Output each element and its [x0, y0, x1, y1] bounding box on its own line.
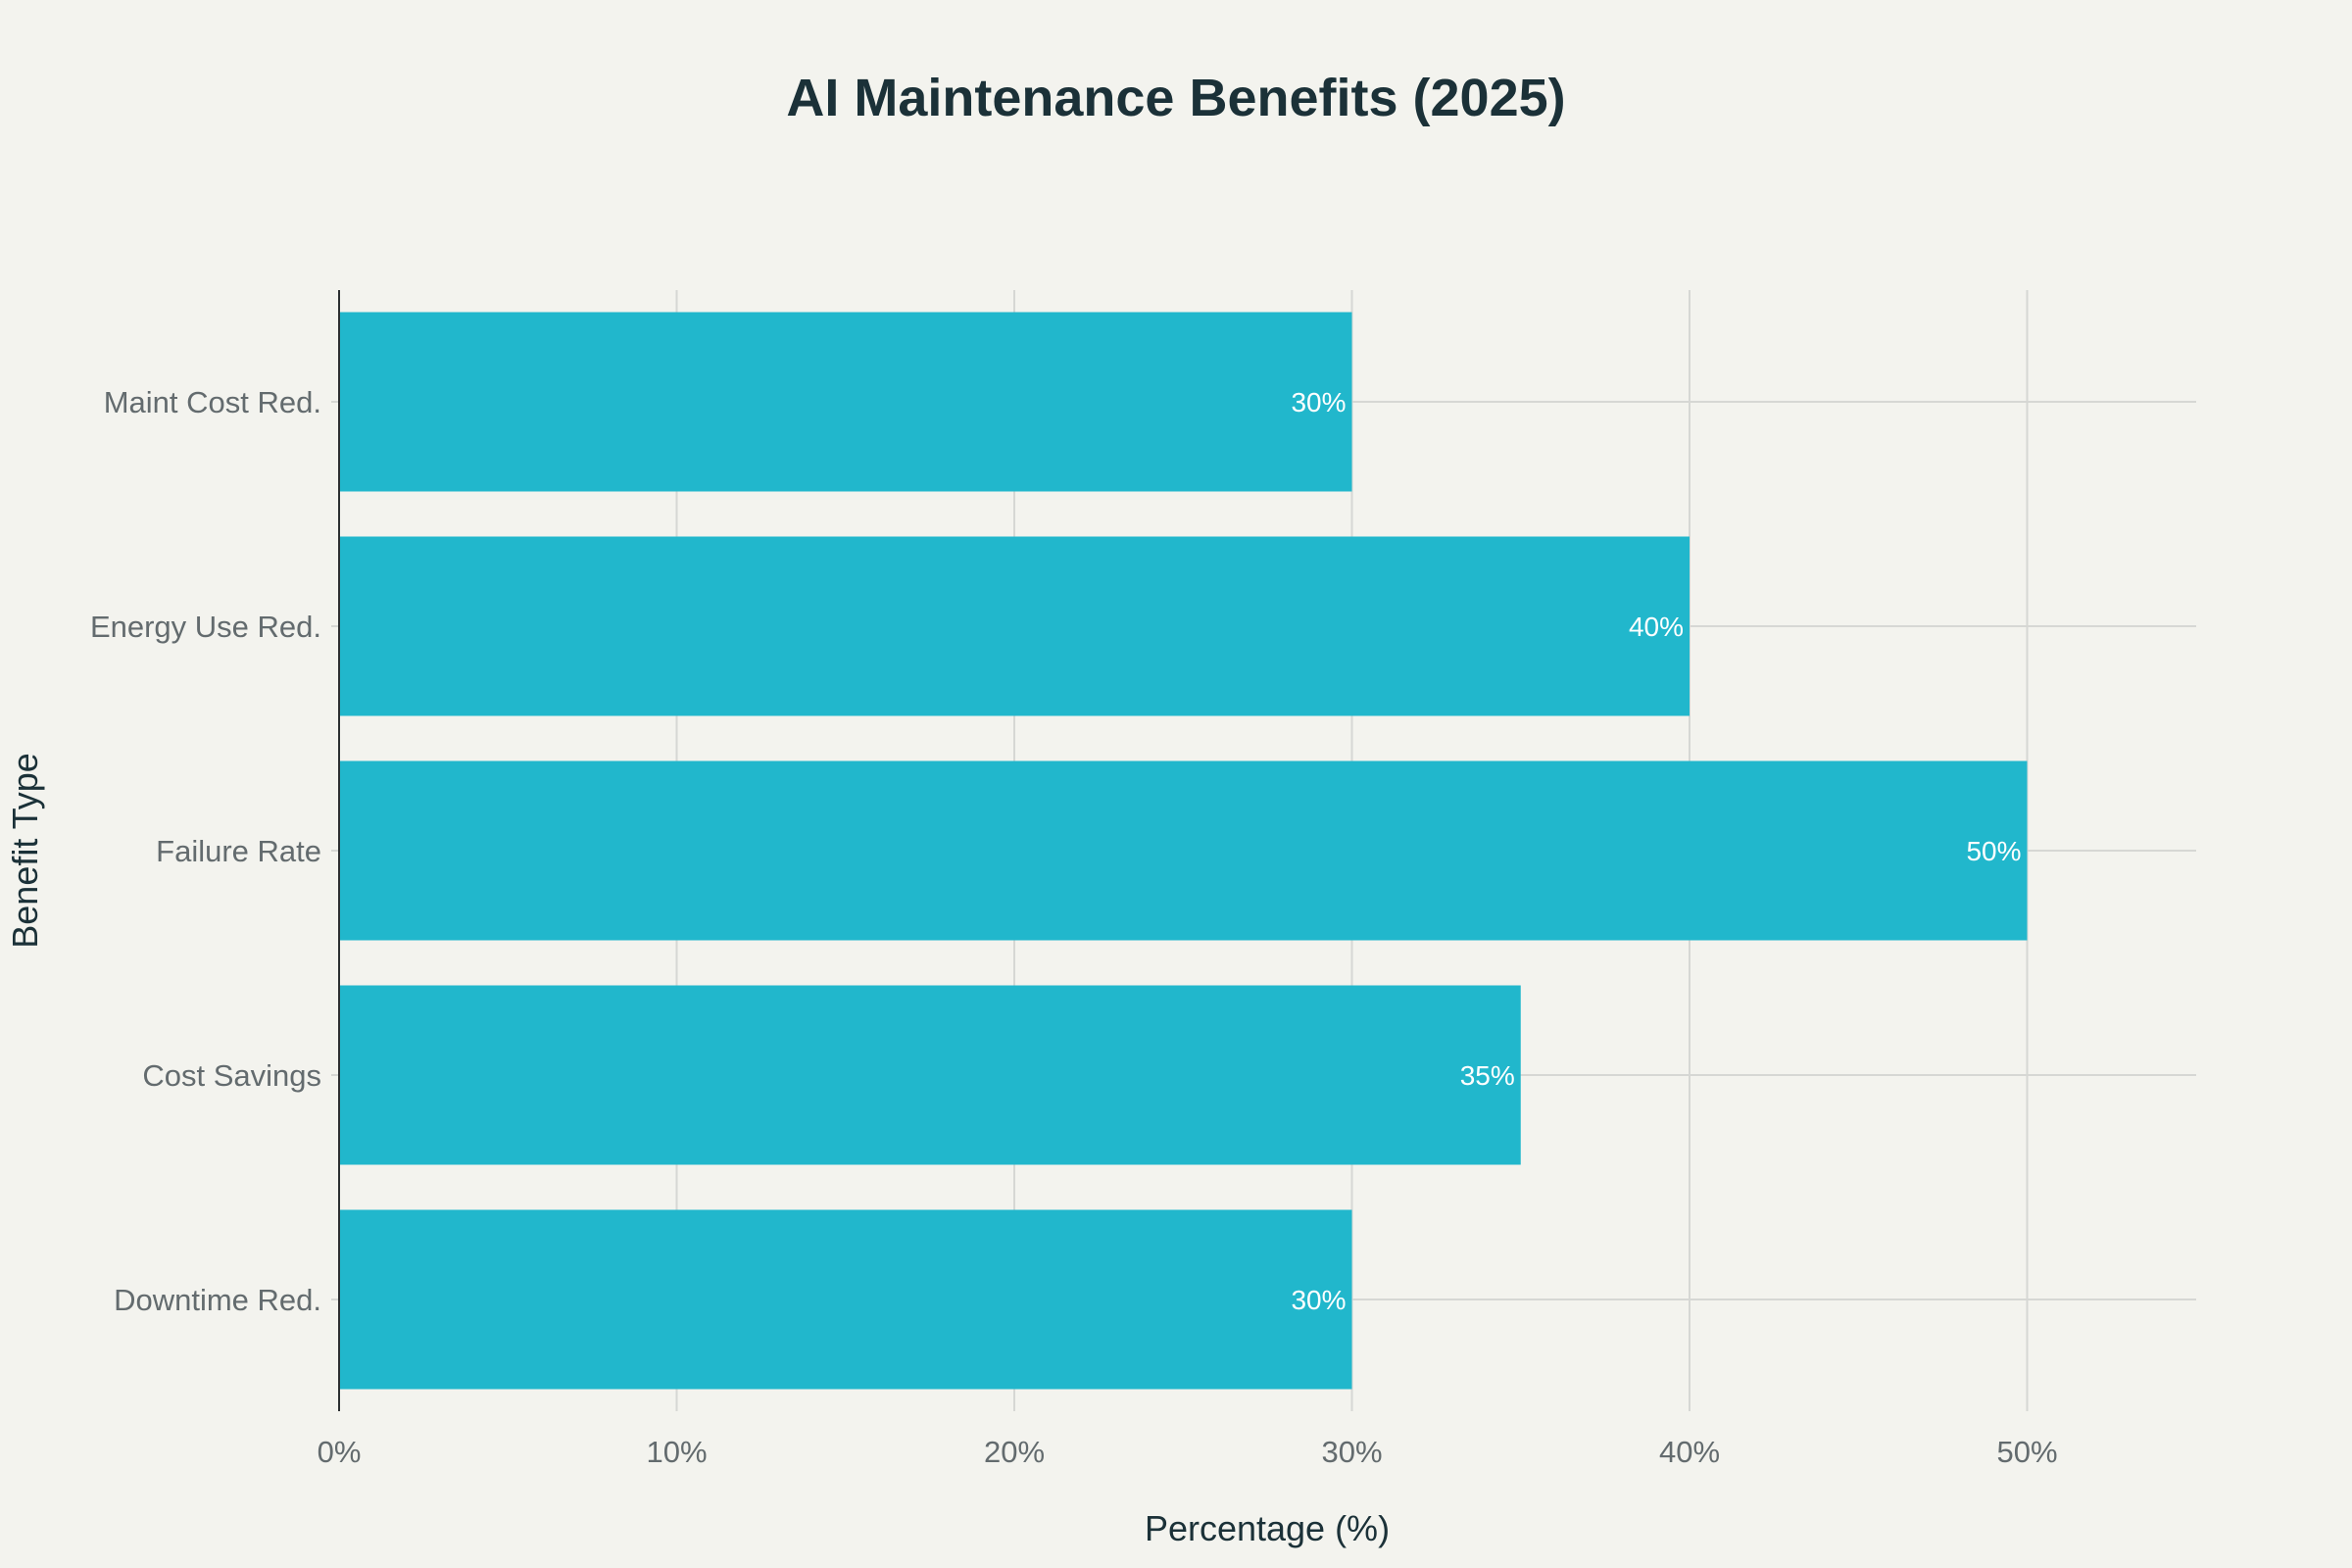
- x-tick-label: 40%: [1659, 1435, 1720, 1469]
- y-tick-label: Maint Cost Red.: [104, 385, 321, 419]
- x-tick-label: 0%: [318, 1435, 362, 1469]
- bar-value-label: 35%: [1460, 1060, 1515, 1091]
- bar-value-label: 50%: [1966, 836, 2021, 866]
- x-tick-label: 30%: [1321, 1435, 1382, 1469]
- y-axis-ticks: Maint Cost Red. Energy Use Red. Failure Ra…: [90, 385, 339, 1317]
- chart-title: AI Maintenance Benefits (2025): [786, 69, 1565, 127]
- y-tick-label: Cost Savings: [142, 1058, 321, 1093]
- bar-value-label: 40%: [1629, 612, 1684, 642]
- bars: [339, 312, 2028, 1390]
- data-labels: 30% 40% 50% 35% 30%: [1291, 387, 2021, 1315]
- x-axis-ticks: 0% 10% 20% 30% 40% 50%: [318, 1435, 2058, 1469]
- bar: [339, 1209, 1352, 1390]
- y-tick-label: Energy Use Red.: [90, 610, 321, 644]
- bar-value-label: 30%: [1291, 387, 1346, 417]
- x-tick-label: 20%: [984, 1435, 1045, 1469]
- y-axis-title: Benefit Type: [5, 753, 45, 948]
- x-tick-label: 10%: [646, 1435, 707, 1469]
- y-tick-label: Downtime Red.: [114, 1283, 321, 1317]
- bar: [339, 985, 1521, 1165]
- bar: [339, 536, 1690, 716]
- bar: [339, 312, 1352, 492]
- x-axis-title: Percentage (%): [1145, 1508, 1390, 1548]
- x-tick-label: 50%: [1996, 1435, 2057, 1469]
- bar-value-label: 30%: [1291, 1285, 1346, 1315]
- bar: [339, 760, 2028, 941]
- y-tick-label: Failure Rate: [156, 834, 321, 868]
